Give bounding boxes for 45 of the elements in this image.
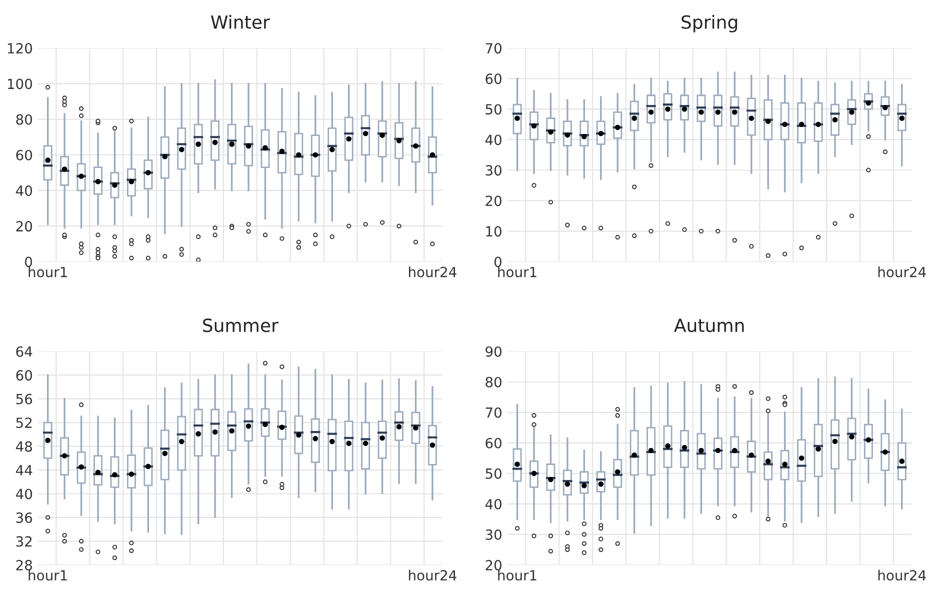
y-tick-label: 60 bbox=[486, 438, 502, 448]
x-tick-label: hour24 bbox=[878, 570, 926, 581]
y-tick-label: 0 bbox=[494, 256, 502, 268]
x-tick-label: hour1 bbox=[28, 266, 67, 278]
y-tick-label: 44 bbox=[16, 465, 32, 476]
y-tick-label: 28 bbox=[16, 560, 32, 570]
y-tick-label: 120 bbox=[8, 43, 32, 54]
x-tick-label: hour24 bbox=[408, 570, 456, 581]
y-tick-label: 50 bbox=[486, 104, 502, 115]
chart-title: Autumn bbox=[674, 318, 744, 332]
x-tick-label: hour1 bbox=[498, 266, 536, 278]
chart-title: Winter bbox=[210, 14, 270, 29]
y-tick-label: 60 bbox=[16, 150, 32, 160]
y-tick-label: 80 bbox=[16, 114, 32, 125]
y-tick-label: 70 bbox=[486, 407, 502, 418]
x-tick-label: hour24 bbox=[408, 266, 456, 278]
y-tick-label: 20 bbox=[486, 560, 502, 570]
y-tick-label: 100 bbox=[8, 78, 32, 90]
y-tick-label: 36 bbox=[16, 512, 32, 523]
x-tick-label: hour1 bbox=[28, 570, 67, 581]
y-tick-label: 20 bbox=[16, 221, 32, 232]
y-tick-label: 32 bbox=[16, 536, 32, 547]
chart-title: Summer bbox=[203, 318, 278, 332]
y-tick-label: 20 bbox=[486, 196, 502, 206]
x-tick-label: hour24 bbox=[878, 266, 926, 278]
y-tick-label: 90 bbox=[486, 346, 502, 357]
y-tick-label: 60 bbox=[16, 370, 32, 381]
y-tick-label: 0 bbox=[25, 256, 32, 268]
y-tick-label: 80 bbox=[486, 376, 502, 388]
y-tick-label: 50 bbox=[486, 468, 502, 479]
y-tick-label: 70 bbox=[486, 43, 502, 54]
y-tick-label: 40 bbox=[16, 488, 32, 500]
y-tick-label: 48 bbox=[16, 441, 32, 452]
y-tick-label: 40 bbox=[485, 498, 502, 510]
y-tick-label: 60 bbox=[486, 74, 502, 84]
chart-title: Spring bbox=[682, 14, 738, 32]
x-tick-label: hour1 bbox=[498, 570, 536, 581]
y-tick-label: 30 bbox=[486, 165, 502, 176]
y-tick-label: 40 bbox=[485, 134, 502, 146]
y-tick-label: 52 bbox=[16, 418, 32, 428]
y-tick-label: 64 bbox=[16, 346, 32, 357]
y-tick-label: 30 bbox=[486, 529, 502, 540]
y-tick-label: 40 bbox=[16, 185, 32, 196]
y-tick-label: 10 bbox=[486, 226, 502, 237]
y-tick-label: 56 bbox=[16, 394, 32, 404]
